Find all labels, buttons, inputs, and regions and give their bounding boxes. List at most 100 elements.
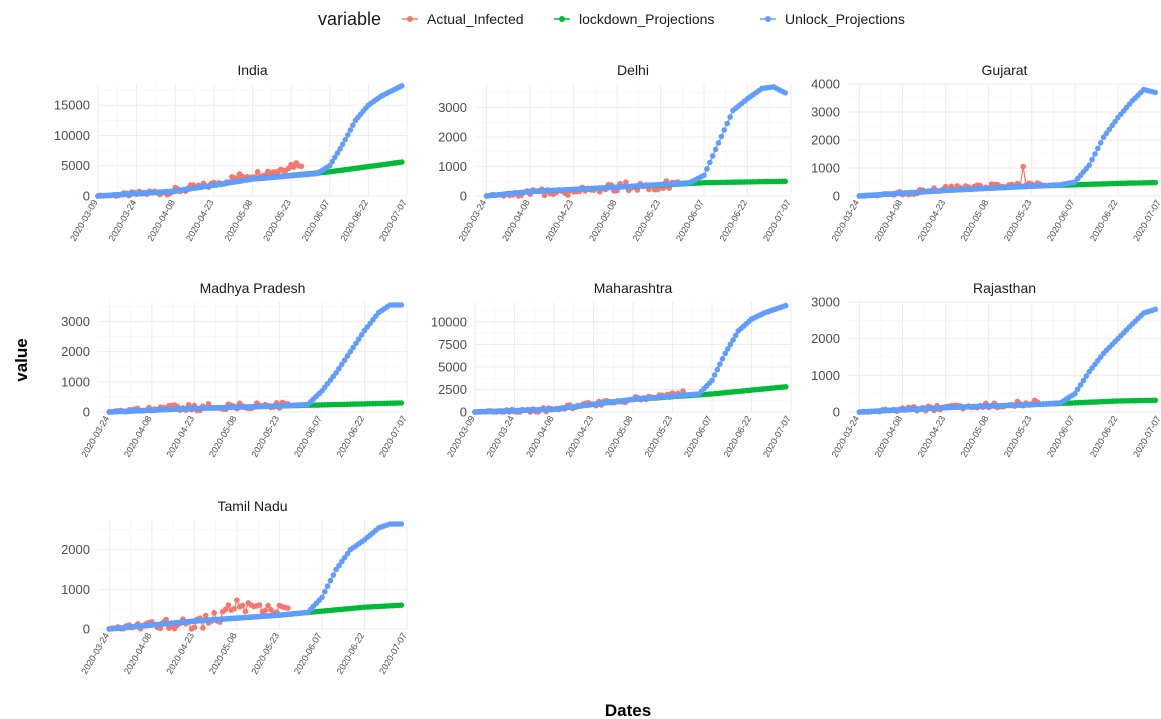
- x-tick-label: 2020-06-07: [674, 198, 706, 243]
- series-line: [109, 304, 402, 413]
- data-point: [339, 141, 346, 148]
- data-point: [1152, 179, 1159, 186]
- data-point: [262, 607, 269, 614]
- data-point: [345, 132, 351, 138]
- data-point: [1152, 89, 1159, 96]
- y-tick-label: 2000: [438, 130, 467, 145]
- y-tick-label: 3000: [61, 314, 90, 329]
- data-point: [200, 625, 206, 631]
- data-point: [341, 357, 348, 364]
- x-tick-label: 2020-04-08: [122, 414, 154, 459]
- y-tick-label: 0: [833, 405, 840, 420]
- data-point: [1106, 126, 1113, 133]
- x-tick-label: 2020-05-08: [207, 414, 239, 459]
- legend-title: variable: [318, 9, 381, 29]
- x-tick-label: 2020-04-23: [544, 198, 576, 243]
- data-point: [782, 302, 789, 309]
- data-point: [724, 120, 730, 127]
- data-point: [290, 164, 297, 170]
- data-point: [719, 356, 726, 362]
- y-tick-label: 1000: [811, 161, 840, 176]
- data-point: [234, 597, 240, 603]
- panel-title: India: [237, 62, 268, 78]
- data-point: [1109, 122, 1115, 129]
- data-point: [339, 558, 345, 565]
- data-point: [398, 302, 405, 308]
- x-tick-label: 2020-06-22: [722, 414, 754, 459]
- x-tick-label: 2020-05-23: [261, 198, 293, 243]
- series-line: [109, 523, 402, 630]
- data-point: [347, 127, 354, 133]
- x-tick-label: 2020-07-07: [1131, 414, 1161, 459]
- data-point: [541, 192, 548, 199]
- y-tick-label: 4000: [811, 77, 840, 92]
- grid: [848, 83, 1161, 197]
- data-point: [1112, 118, 1118, 125]
- y-tick-label: 2500: [438, 382, 467, 397]
- y-tick-label: 3000: [811, 105, 840, 120]
- data-point: [730, 337, 736, 343]
- series-unlock-projections: [856, 86, 1159, 199]
- data-point: [334, 150, 341, 156]
- x-tick-label: 2020-04-23: [184, 198, 216, 243]
- data-point: [333, 370, 339, 376]
- panel-tamil-nadu: Tamil Nadu 0 1000 2000 2020-03-24 2020-04-08 2…: [61, 498, 409, 676]
- y-axis-label: value: [12, 338, 31, 381]
- data-point: [717, 361, 723, 368]
- x-tick-label: 2020-07-07: [1131, 198, 1161, 243]
- data-point: [353, 340, 359, 347]
- panel-rajasthan: Rajasthan 0 1000 2000 3000 2020-03-24 2020-04-…: [811, 280, 1161, 459]
- x-tick-label: 2020-04-23: [164, 631, 196, 676]
- data-point: [285, 605, 291, 611]
- data-point: [782, 178, 788, 185]
- x-tick-label: 2020-04-08: [873, 198, 905, 243]
- x-tick-label: 2020-05-08: [587, 198, 619, 243]
- data-point: [1152, 306, 1159, 313]
- x-tick-label: 2020-05-08: [959, 414, 991, 459]
- panel-delhi: Delhi 0 1000 2000 3000 2020-03-24 2020-04-08 20…: [438, 62, 793, 243]
- data-point: [722, 350, 728, 357]
- data-point: [333, 566, 339, 573]
- y-tick-label: 2000: [61, 542, 90, 557]
- y-tick-label: 7500: [438, 337, 467, 352]
- y-tick-label: 10000: [431, 314, 467, 329]
- grid: [474, 302, 792, 413]
- data-point: [399, 159, 405, 165]
- x-tick-label: 2020-06-07: [292, 631, 324, 676]
- data-point: [339, 361, 345, 368]
- y-tick-label: 10000: [54, 128, 90, 143]
- x-tick-label: 2020-06-22: [1088, 198, 1120, 243]
- x-tick-label: 2020-03-24: [107, 198, 139, 243]
- x-tick-label: 2020-03-24: [457, 198, 489, 243]
- data-point: [1095, 145, 1101, 152]
- x-tick-label: 2020-06-07: [1045, 414, 1077, 459]
- data-point: [1083, 373, 1090, 379]
- data-point: [709, 377, 715, 384]
- x-tick-label: 2020-07-07: [761, 198, 793, 243]
- data-point: [715, 140, 722, 146]
- data-point: [1020, 163, 1026, 170]
- grid: [98, 302, 408, 413]
- y-tick-label: 0: [83, 622, 90, 637]
- data-point: [242, 608, 249, 615]
- x-tick-label: 2020-06-22: [1088, 414, 1120, 459]
- legend-item-unlock-projections: Unlock_Projections: [760, 11, 905, 27]
- x-tick-label: 2020-06-22: [718, 198, 750, 243]
- data-point: [356, 336, 362, 342]
- data-point: [1077, 382, 1084, 388]
- panel-title: Delhi: [617, 62, 649, 78]
- legend-label: lockdown_Projections: [579, 11, 714, 27]
- y-tick-label: 0: [460, 189, 467, 204]
- data-point: [711, 372, 718, 378]
- data-point: [680, 388, 686, 394]
- data-point: [231, 606, 237, 612]
- series-unlock-projections: [483, 84, 788, 199]
- x-tick-label: 2020-06-07: [1045, 198, 1077, 243]
- x-tick-label: 2020-04-23: [164, 414, 196, 459]
- x-tick-label: 2020-07-07: [761, 414, 793, 459]
- series-unlock-projections: [472, 302, 789, 415]
- data-point: [157, 625, 164, 632]
- data-point: [1080, 377, 1087, 384]
- data-point: [298, 163, 305, 170]
- series-unlock-projections: [856, 306, 1159, 415]
